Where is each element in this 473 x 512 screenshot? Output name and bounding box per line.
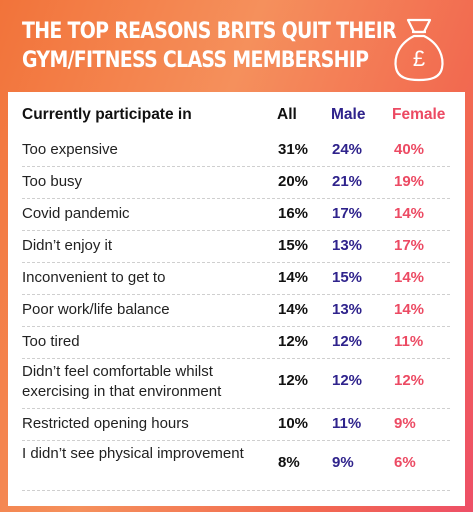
value-all: 15% bbox=[278, 237, 309, 254]
value-male: 15% bbox=[332, 269, 363, 286]
header-female: Female bbox=[392, 106, 446, 123]
value-female: 19% bbox=[394, 173, 425, 190]
table-row: Covid pandemic 16% 17% 14% bbox=[22, 198, 450, 231]
value-all: 20% bbox=[278, 173, 309, 190]
table-row: Poor work/life balance 14% 13% 14% bbox=[22, 294, 450, 327]
label: Too busy bbox=[22, 173, 83, 190]
label: Inconvenient to get to bbox=[22, 269, 166, 286]
label: I didn’t see physical improvement bbox=[22, 445, 244, 462]
table-row: Inconvenient to get to 14% 15% 14% bbox=[22, 262, 450, 295]
header-all: All bbox=[277, 106, 297, 123]
value-female: 14% bbox=[394, 269, 425, 286]
bag-symbol: £ bbox=[413, 46, 425, 71]
header-label: Currently participate in bbox=[22, 106, 192, 123]
value-male: 13% bbox=[332, 301, 363, 318]
value-male: 24% bbox=[332, 141, 363, 158]
table-row: Didn’t enjoy it 15% 13% 17% bbox=[22, 230, 450, 263]
value-all: 16% bbox=[278, 205, 309, 222]
value-male: 17% bbox=[332, 205, 363, 222]
value-all: 14% bbox=[278, 269, 309, 286]
header-male: Male bbox=[331, 106, 366, 123]
value-female: 14% bbox=[394, 301, 425, 318]
label: Too expensive bbox=[22, 141, 118, 158]
table-row: Too busy 20% 21% 19% bbox=[22, 166, 450, 199]
page-title: THE TOP REASONS BRITS QUIT THEIR GYM/FIT… bbox=[22, 17, 397, 75]
table-header: Currently participate in All Male Female bbox=[22, 106, 450, 130]
title-line-1: THE TOP REASONS BRITS QUIT THEIR bbox=[22, 19, 397, 44]
value-male: 12% bbox=[332, 333, 363, 350]
table-row: Too expensive 31% 24% 40% bbox=[22, 134, 450, 167]
value-all: 12% bbox=[278, 372, 309, 389]
value-female: 40% bbox=[394, 141, 425, 158]
label: Didn’t feel comfortable whilst exercisin… bbox=[22, 363, 222, 400]
label: Too tired bbox=[22, 333, 80, 350]
label: Restricted opening hours bbox=[22, 415, 189, 432]
table-row: Too tired 12% 12% 11% bbox=[22, 326, 450, 359]
value-female: 9% bbox=[394, 415, 416, 432]
value-female: 6% bbox=[394, 454, 416, 471]
value-male: 21% bbox=[332, 173, 363, 190]
value-all: 12% bbox=[278, 333, 309, 350]
value-female: 14% bbox=[394, 205, 425, 222]
banner: THE TOP REASONS BRITS QUIT THEIR GYM/FIT… bbox=[0, 0, 473, 92]
value-all: 31% bbox=[278, 141, 309, 158]
table-row: Didn’t feel comfortable whilst exercisin… bbox=[22, 358, 450, 409]
label: Poor work/life balance bbox=[22, 301, 170, 318]
title-line-2: GYM/FITNESS CLASS MEMBERSHIP bbox=[22, 48, 369, 73]
value-all: 10% bbox=[278, 415, 309, 432]
money-bag-icon: £ bbox=[394, 18, 444, 82]
value-female: 17% bbox=[394, 237, 425, 254]
value-male: 12% bbox=[332, 372, 363, 389]
value-female: 12% bbox=[394, 372, 425, 389]
label: Didn’t enjoy it bbox=[22, 237, 113, 254]
table-row: I didn’t see physical improvement 8% 9% 6% bbox=[22, 440, 450, 491]
table-row: Restricted opening hours 10% 11% 9% bbox=[22, 408, 450, 441]
label: Covid pandemic bbox=[22, 205, 130, 222]
value-all: 14% bbox=[278, 301, 309, 318]
value-male: 9% bbox=[332, 454, 354, 471]
value-all: 8% bbox=[278, 454, 300, 471]
value-female: 11% bbox=[394, 333, 424, 350]
value-male: 11% bbox=[332, 415, 362, 432]
results-table: Currently participate in All Male Female… bbox=[8, 92, 465, 506]
value-male: 13% bbox=[332, 237, 363, 254]
